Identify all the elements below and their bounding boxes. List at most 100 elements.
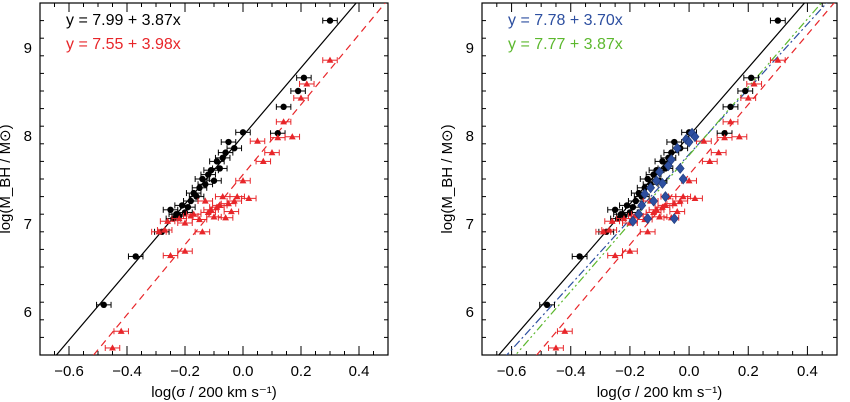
triangle-data-point	[249, 137, 266, 145]
circle-data-point	[235, 129, 251, 136]
triangle-data-point	[731, 133, 748, 140]
triangle-data-point	[220, 200, 237, 207]
circle-marker	[239, 129, 247, 136]
circle-data-point	[290, 87, 306, 95]
triangle-marker	[280, 118, 287, 125]
circle-data-point	[206, 177, 222, 184]
x-tick-label: 0.2	[738, 363, 759, 380]
triangle-data-point	[241, 194, 257, 202]
triangle-marker	[167, 251, 174, 259]
triangle-marker	[774, 56, 782, 63]
triangle-marker	[239, 177, 247, 184]
diamond-marker	[658, 177, 667, 189]
triangle-marker	[611, 251, 619, 259]
triangle-marker	[109, 344, 116, 351]
triangle-marker	[750, 80, 758, 87]
triangle-marker	[222, 214, 229, 221]
triangle-data-point	[639, 228, 656, 235]
circle-marker	[167, 206, 174, 213]
triangle-data-point	[695, 137, 712, 145]
diamond-marker	[655, 166, 664, 178]
triangle-data-point	[722, 118, 739, 125]
diamond-marker	[684, 136, 694, 148]
triangle-data-point	[299, 80, 315, 87]
circle-marker	[300, 74, 308, 82]
x-axis-label: log(σ / 200 km s⁻¹)	[151, 384, 277, 401]
x-tick-label: 0.0	[679, 363, 700, 380]
triangle-data-point	[769, 56, 786, 64]
y-tick-label: 8	[466, 128, 474, 145]
triangle-marker	[561, 327, 569, 334]
triangle-data-point	[710, 149, 727, 156]
triangle-marker	[213, 203, 221, 210]
triangle-data-point	[162, 251, 179, 259]
fit-line	[505, 3, 828, 355]
fit-equation-label: y = 7.55 + 3.98x	[66, 36, 181, 53]
diamond-data-point	[672, 142, 682, 154]
circle-marker	[196, 184, 203, 191]
triangle-marker	[735, 133, 743, 140]
circle-marker	[721, 130, 728, 137]
diamond-data-point	[628, 215, 638, 227]
circle-data-point	[296, 74, 312, 82]
x-tick-label: −0.4	[556, 363, 586, 380]
triangle-marker	[228, 207, 235, 215]
circle-marker	[193, 193, 200, 200]
triangle-marker	[744, 94, 752, 101]
x-tick-label: −0.6	[497, 363, 527, 380]
triangle-data-point	[264, 149, 280, 156]
diamond-marker	[643, 213, 653, 225]
triangle-data-point	[322, 56, 338, 64]
diamond-data-point	[661, 191, 670, 203]
y-tick-label: 6	[466, 304, 474, 321]
diamond-marker	[669, 213, 679, 225]
triangle-marker	[233, 193, 241, 200]
y-tick-label: 7	[24, 216, 32, 233]
x-tick-label: −0.2	[615, 363, 645, 380]
triangle-marker	[721, 134, 728, 141]
triangle-marker	[715, 149, 723, 156]
triangle-marker	[288, 133, 296, 140]
circle-marker	[748, 74, 755, 82]
triangle-marker	[626, 247, 634, 254]
triangle-data-point	[556, 327, 573, 335]
diamond-data-point	[637, 199, 647, 211]
x-axis-label: log(σ / 200 km s⁻¹)	[597, 384, 723, 401]
triangle-marker	[225, 200, 232, 207]
triangle-marker	[274, 134, 282, 141]
triangle-marker	[164, 217, 171, 224]
circle-marker	[576, 253, 583, 260]
circle-marker	[216, 165, 223, 172]
diamond-data-point	[684, 136, 694, 148]
triangle-marker	[303, 80, 311, 87]
triangle-marker	[254, 137, 261, 144]
triangle-marker	[181, 247, 189, 254]
circle-data-point	[180, 203, 196, 211]
triangle-marker	[175, 215, 183, 222]
circle-data-point	[722, 103, 739, 111]
fit-line	[535, 3, 835, 355]
x-tick-label: 0.0	[233, 363, 254, 380]
triangle-marker	[670, 200, 678, 207]
triangle-marker	[268, 149, 276, 156]
triangle-marker	[608, 217, 616, 224]
circle-marker	[184, 203, 192, 211]
circle-data-point	[220, 138, 237, 146]
circle-data-point	[769, 17, 786, 24]
y-tick-label: 7	[466, 216, 474, 233]
y-axis-label: log(M_BH / M⊙)	[0, 124, 14, 233]
circle-marker	[210, 177, 218, 184]
triangle-data-point	[113, 327, 129, 335]
triangle-data-point	[607, 251, 624, 259]
triangle-data-point	[217, 214, 234, 221]
fit-equation-label: y = 7.77 + 3.87x	[508, 36, 623, 53]
diamond-data-point	[658, 177, 667, 189]
triangle-marker	[199, 228, 206, 235]
fit-equation-label: y = 7.99 + 3.87x	[66, 12, 181, 29]
triangle-data-point	[156, 226, 173, 234]
circle-data-point	[322, 17, 338, 24]
fit-line	[92, 3, 386, 355]
y-axis-label: log(M_BH / M⊙)	[439, 124, 456, 233]
triangle-marker	[659, 203, 666, 210]
